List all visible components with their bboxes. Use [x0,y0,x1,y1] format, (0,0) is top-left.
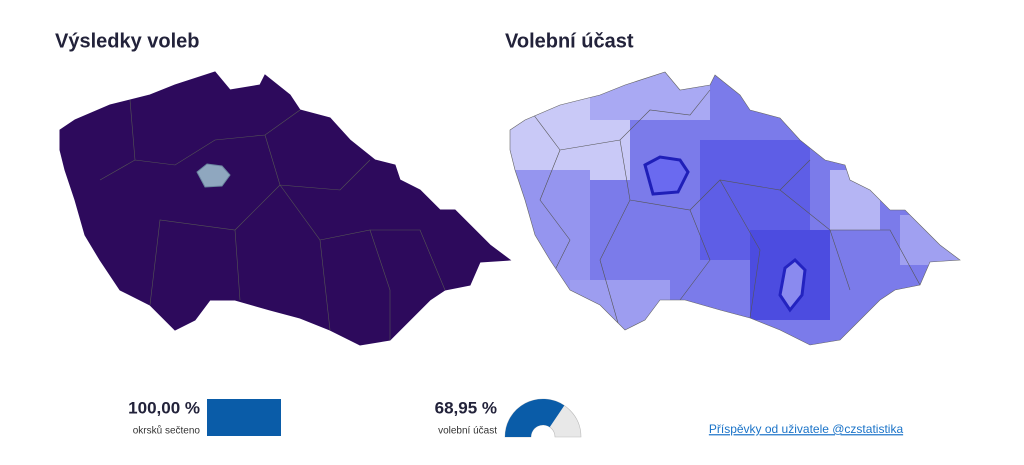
profile-link[interactable]: Příspěvky od uživatele @czstatistika [709,422,904,436]
stat-value: 68,95 % [435,398,497,417]
gauge-fill [505,399,565,437]
map-title: Výsledky voleb [55,30,200,52]
bar-fill [207,399,281,436]
map-title: Volební účast [505,30,634,52]
turnout-map [509,71,961,346]
results-map [59,71,511,346]
stat-caption: volební účast [438,426,497,437]
progress-bar [207,399,281,436]
stat-caption: okrsků sečteno [133,425,201,437]
stat-value: 100,00 % [128,398,200,417]
gauge [504,398,582,438]
